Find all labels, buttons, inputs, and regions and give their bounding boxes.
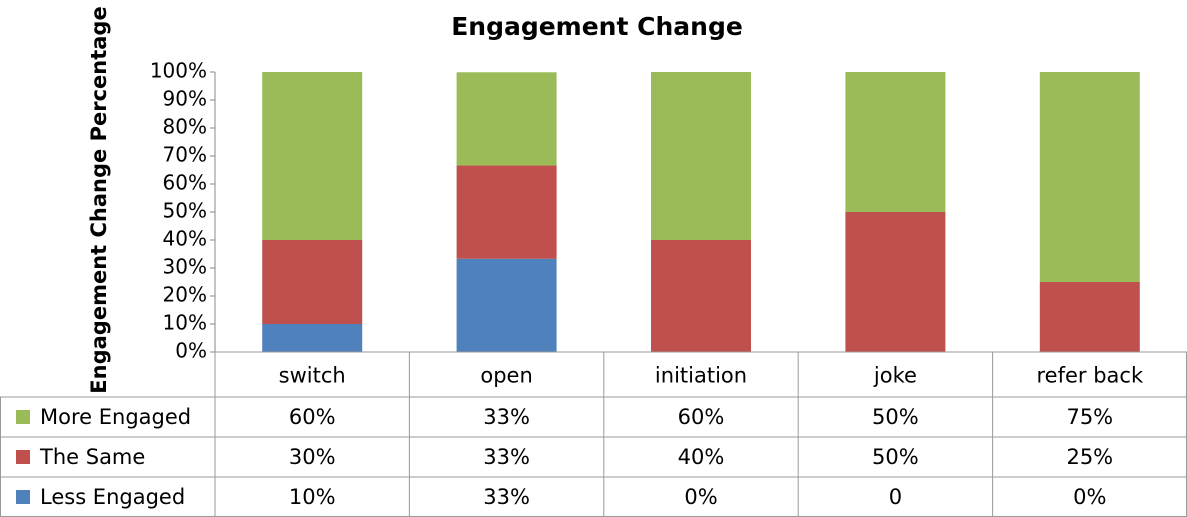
- y-tick-label: 50%: [163, 199, 207, 223]
- x-tick-label: joke: [873, 364, 917, 388]
- data-label: 10%: [289, 485, 336, 509]
- x-tick-label: initiation: [655, 364, 747, 388]
- y-tick-label: 30%: [163, 255, 207, 279]
- bar-segment: [845, 72, 946, 212]
- data-label: 0%: [684, 485, 717, 509]
- data-label: 33%: [483, 485, 530, 509]
- bar-segment: [456, 72, 557, 166]
- y-tick-label: 60%: [163, 171, 207, 195]
- data-label: 50%: [872, 445, 919, 469]
- bar-segment: [262, 240, 363, 324]
- data-label: 33%: [483, 445, 530, 469]
- data-label: 75%: [1066, 405, 1113, 429]
- data-label: 0%: [1073, 485, 1106, 509]
- bar-segment: [845, 212, 946, 352]
- y-tick-label: 70%: [163, 143, 207, 167]
- y-tick-label: 0%: [175, 339, 207, 363]
- chart-title: Engagement Change: [451, 12, 743, 41]
- x-tick-label: switch: [279, 364, 346, 388]
- bar-segment: [456, 258, 557, 352]
- y-axis-label: Engagement Change Percentage: [87, 6, 111, 393]
- x-tick-label: open: [480, 364, 532, 388]
- bar-segment: [1039, 282, 1140, 352]
- y-tick-label: 90%: [163, 87, 207, 111]
- data-label: 33%: [483, 405, 530, 429]
- data-label: 60%: [678, 405, 725, 429]
- y-tick-label: 10%: [163, 311, 207, 335]
- y-tick-label: 40%: [163, 227, 207, 251]
- data-label: 25%: [1066, 445, 1113, 469]
- bar-segment: [456, 165, 557, 259]
- data-label: 50%: [872, 405, 919, 429]
- y-tick-label: 100%: [150, 59, 207, 83]
- bar-segment: [1039, 72, 1140, 282]
- legend-swatch: [16, 450, 30, 464]
- y-tick-label: 20%: [163, 283, 207, 307]
- legend-swatch: [16, 490, 30, 504]
- bar-segment: [262, 72, 363, 240]
- x-tick-label: refer back: [1036, 364, 1143, 388]
- data-label: 0: [889, 485, 902, 509]
- bar-segment: [651, 240, 751, 352]
- data-label: 40%: [678, 445, 725, 469]
- bar-segment: [262, 324, 363, 352]
- y-tick-label: 80%: [163, 115, 207, 139]
- bar-segment: [651, 72, 751, 240]
- legend-label: Less Engaged: [40, 485, 185, 509]
- data-label: 60%: [289, 405, 336, 429]
- data-label: 30%: [289, 445, 336, 469]
- legend-label: The Same: [39, 445, 145, 469]
- legend-swatch: [16, 410, 30, 424]
- legend-label: More Engaged: [40, 405, 191, 429]
